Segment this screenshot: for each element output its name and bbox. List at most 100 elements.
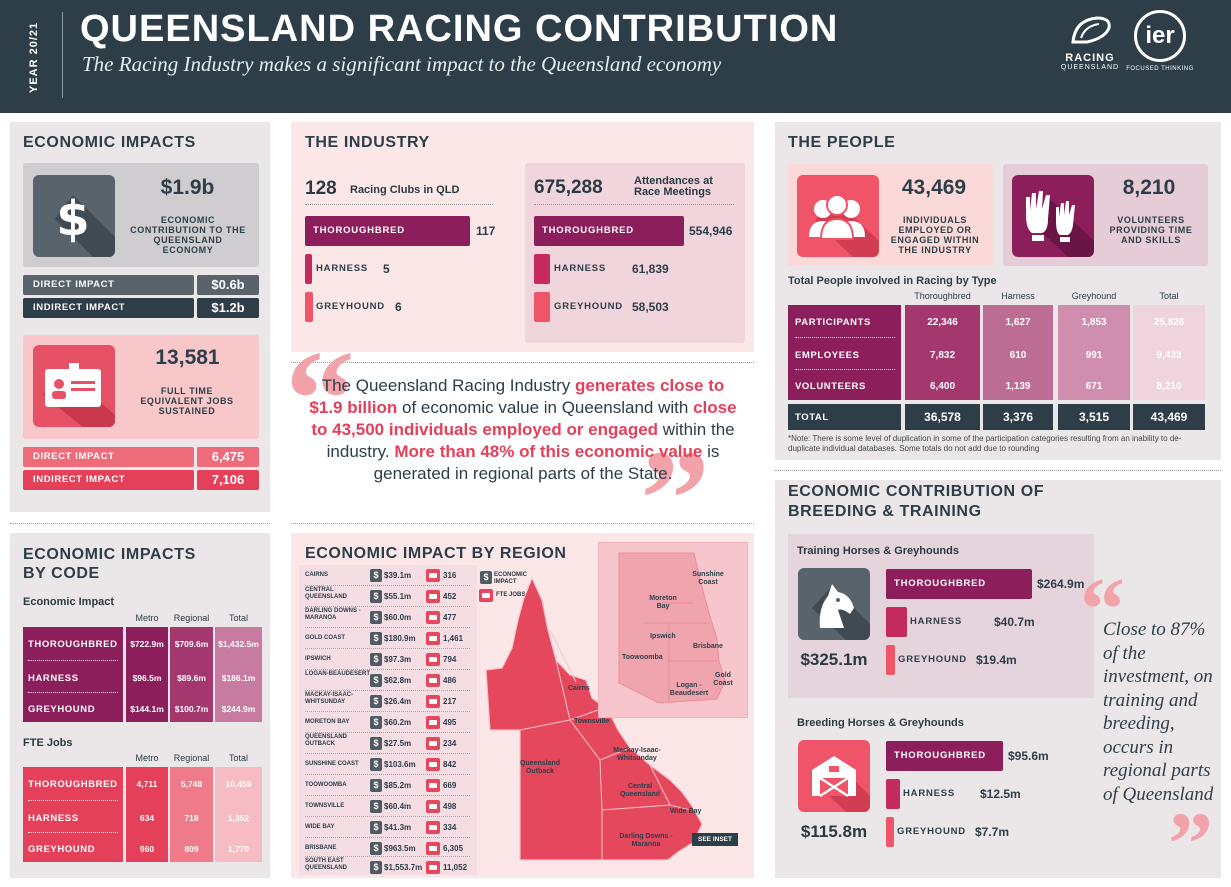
fte-cell: 634 xyxy=(139,813,155,823)
jobs-icon xyxy=(426,611,440,624)
region-row: CENTRAL QUEENSLAND $ $55.1m 452 xyxy=(305,587,475,607)
jobs-icon xyxy=(426,674,440,687)
dollar-icon: $ xyxy=(370,779,382,792)
region-name: LOGAN-BEAUDESERT xyxy=(305,671,371,677)
region-jobs: 452 xyxy=(443,592,457,601)
people-cell: 7,832 xyxy=(929,350,956,361)
dollar-icon: $ xyxy=(370,758,382,771)
region-value: $85.2m xyxy=(384,781,412,790)
econ-row-divider xyxy=(28,660,118,661)
barn-icon xyxy=(798,740,870,812)
region-divider xyxy=(305,606,470,607)
fte-col-total: Total xyxy=(228,753,248,763)
people-cell: 1,139 xyxy=(1005,381,1031,392)
region-divider xyxy=(305,753,470,754)
econ-cell: $244.9m xyxy=(221,704,256,714)
training-label-harness: HARNESS xyxy=(910,616,963,627)
dollar-icon: $ xyxy=(370,632,382,645)
people-total-cell-bg xyxy=(1058,404,1130,430)
breeding-subtitle: Breeding Horses & Greyhounds xyxy=(797,717,964,729)
people-total: 36,578 xyxy=(924,410,961,424)
region-name: DARLING DOWNS - MARANOA xyxy=(305,608,361,621)
fte-jobs-label: FULL TIME EQUIVALENT JOBS SUSTAINED xyxy=(140,386,234,416)
region-name: WIDE BAY xyxy=(305,824,335,830)
legend-dollar-icon: $ xyxy=(480,571,492,584)
training-bar-greyhound xyxy=(886,645,895,675)
training-value-thoroughbred: $264.9m xyxy=(1037,577,1085,591)
people-table-title: Total People involved in Racing by Type xyxy=(788,275,997,287)
breeding-value-greyhound: $7.7m xyxy=(975,825,1010,839)
fte-metro-block xyxy=(126,767,168,862)
people-cell: 610 xyxy=(1009,350,1027,361)
inset-label-toowoomba: Toowoomba xyxy=(622,654,663,661)
region-row: WIDE BAY $ $41.3m 334 xyxy=(305,818,475,838)
people-cell: 25,826 xyxy=(1153,317,1185,328)
econ-metro-block xyxy=(126,627,168,722)
open-quote-icon: “ xyxy=(285,322,355,477)
region-jobs: 217 xyxy=(443,697,457,706)
jobs-icon xyxy=(426,569,440,582)
region-jobs: 477 xyxy=(443,613,457,622)
attend-bar-thoroughbred xyxy=(534,216,684,246)
ier-logo: ier FOCUSED THINKING xyxy=(1120,10,1200,80)
fte-row-divider xyxy=(28,832,118,833)
inset-label-ipswich: Ipswich xyxy=(650,633,676,640)
people-rowlabel-block xyxy=(788,305,901,400)
dollar-icon: $ xyxy=(370,821,382,834)
attend-bar-harness xyxy=(534,254,550,284)
breeding-bar-harness xyxy=(886,779,900,809)
economic-contribution-label: ECONOMIC CONTRIBUTION TO THE QUEENSLAND … xyxy=(130,215,246,255)
jobs-icon xyxy=(426,842,440,855)
map-label-darling: Darling Downs - Maranoa xyxy=(619,833,673,848)
region-divider xyxy=(305,627,470,628)
econ-cell: $89.6m xyxy=(177,673,206,683)
training-value-greyhound: $19.4m xyxy=(976,653,1017,667)
breeding-title-2: BREEDING & TRAINING xyxy=(788,503,982,520)
region-jobs: 316 xyxy=(443,571,457,580)
region-divider xyxy=(305,732,470,733)
jobs-icon xyxy=(426,632,440,645)
training-label-greyhound: GREYHOUND xyxy=(898,654,967,665)
region-jobs: 11,052 xyxy=(443,863,468,872)
region-name: SOUTH EAST QUEENSLAND xyxy=(305,858,348,871)
region-divider xyxy=(305,795,470,796)
people-col-block-greyhound xyxy=(1058,305,1130,400)
region-divider xyxy=(305,585,470,586)
region-value: $62.8m xyxy=(384,676,412,685)
econ-cell: $186.1m xyxy=(221,673,256,683)
people-cell: 1,853 xyxy=(1081,317,1107,328)
training-bar-harness xyxy=(886,607,907,637)
fte-cell: 960 xyxy=(139,844,155,854)
inset-map xyxy=(618,552,726,704)
region-row: DARLING DOWNS - MARANOA $ $60.0m 477 xyxy=(305,608,475,628)
region-divider xyxy=(305,648,470,649)
econ-row-greyhound: GREYHOUND xyxy=(28,704,96,715)
clubs-value: 128 xyxy=(305,178,337,199)
quote-part-4: is generated in regional parts of the St… xyxy=(373,442,720,483)
region-jobs: 498 xyxy=(443,802,457,811)
jobs-icon xyxy=(426,758,440,771)
region-jobs: 6,305 xyxy=(443,844,464,853)
region-jobs: 234 xyxy=(443,739,457,748)
year-label: YEAR 20/21 xyxy=(28,21,40,93)
code-col-regional: Regional xyxy=(173,613,210,623)
region-jobs: 334 xyxy=(443,823,457,832)
breeding-bar-greyhound xyxy=(886,817,894,847)
people-row-volunteers: VOLUNTEERS xyxy=(795,381,866,392)
dollar-icon: $ xyxy=(370,674,382,687)
fte-cell: 10,459 xyxy=(225,779,252,789)
map-label-townsville: Townsville xyxy=(574,718,610,725)
region-row: TOOWOOMBA $ $85.2m 669 xyxy=(305,776,475,796)
direct-impact-label: DIRECT IMPACT xyxy=(23,275,194,295)
inset-label-moreton: Moreton Bay xyxy=(649,595,677,610)
econ-rowlabel-block xyxy=(23,627,123,722)
quote-top-divider xyxy=(291,362,754,363)
region-divider xyxy=(305,856,470,857)
people-col-block-total xyxy=(1133,305,1205,400)
region-jobs: 842 xyxy=(443,760,457,769)
fte-cell: 1,352 xyxy=(227,813,250,823)
region-row: MACKAY-ISAAC-WHITSUNDAY $ $26.4m 217 xyxy=(305,692,475,712)
attend-value-harness: 61,839 xyxy=(632,262,669,276)
dollar-icon: $ xyxy=(370,842,382,855)
map-label-mackay: Mackay-Isaac-Whitsunday xyxy=(613,747,661,762)
